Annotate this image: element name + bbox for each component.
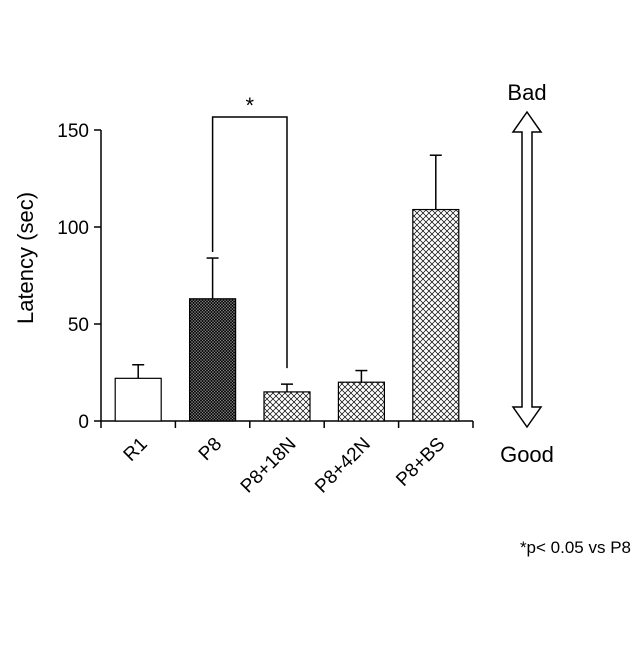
y-tick-labels: 0 50 100 150 xyxy=(57,121,89,433)
arrow-bottom-label: Good xyxy=(500,442,554,467)
good-bad-double-arrow: Bad Good xyxy=(500,80,554,467)
y-tick-label: 50 xyxy=(68,315,89,336)
significance-marker: * xyxy=(246,93,255,118)
x-tick-label: P8 xyxy=(195,434,226,465)
bar-p8-bs xyxy=(413,210,459,421)
double-arrow-icon xyxy=(513,112,541,427)
y-tick-label: 0 xyxy=(78,412,89,433)
x-tick-labels: R1 P8 P8+18NP8+42N P8+BS xyxy=(120,434,450,498)
bar-p8-18n xyxy=(264,392,310,421)
x-tick-label: P8+18N xyxy=(237,434,301,498)
bar-p8 xyxy=(190,299,236,421)
footnote: *p< 0.05 vs P8 xyxy=(520,538,631,557)
y-axis-label: Latency (sec) xyxy=(13,192,38,324)
y-tick-label: 150 xyxy=(57,121,89,142)
arrow-top-label: Bad xyxy=(507,80,546,105)
x-tick-label: P8+BS xyxy=(392,434,449,491)
y-tick-label: 100 xyxy=(57,218,89,239)
x-tick-label: P8+42N xyxy=(311,434,375,498)
x-tick-label: R1 xyxy=(120,434,152,466)
bar-p8-42n xyxy=(338,382,384,421)
bar-r1 xyxy=(115,378,161,421)
